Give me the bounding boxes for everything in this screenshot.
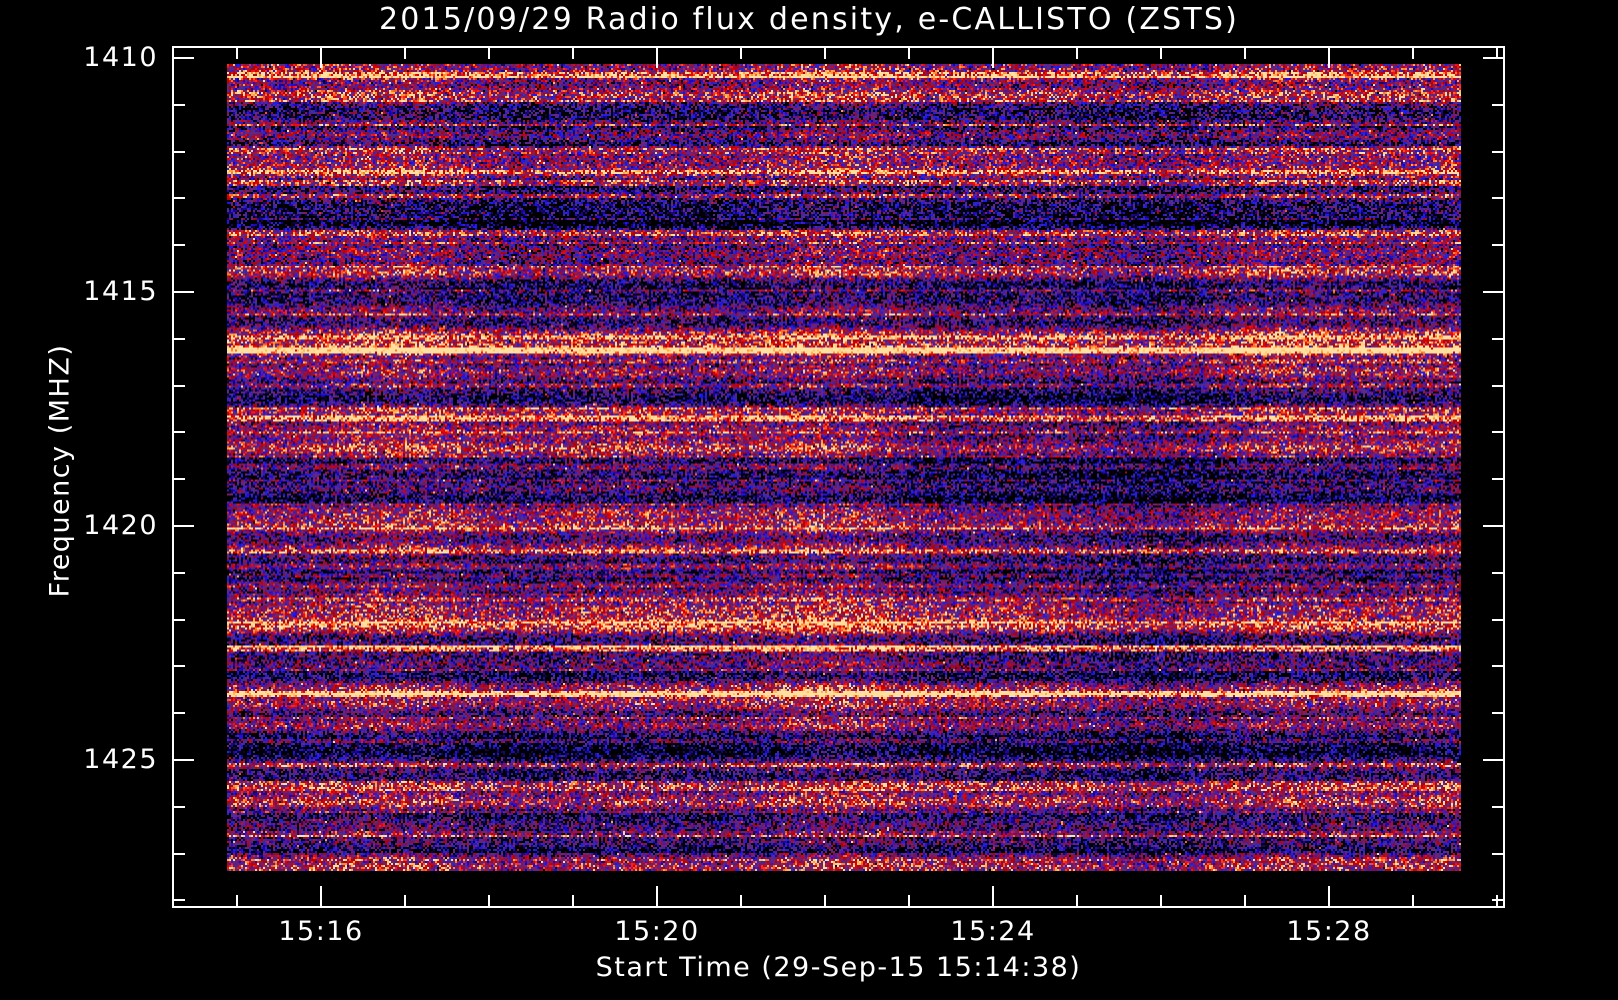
- spectrogram-image: [227, 64, 1461, 871]
- y-tick-minor-right: [1492, 337, 1505, 340]
- x-tick-minor: [1160, 895, 1162, 908]
- x-tick-minor: [488, 895, 490, 908]
- y-tick-major: [172, 57, 194, 59]
- y-tick-minor-right: [1492, 244, 1505, 247]
- y-tick-minor-right: [1492, 805, 1505, 808]
- x-tick-minor: [236, 895, 238, 908]
- y-tick-major-right: [1483, 57, 1505, 59]
- y-tick-minor-right: [1492, 571, 1505, 574]
- x-tick-minor-top: [1076, 46, 1078, 59]
- y-tick-minor: [172, 244, 185, 247]
- y-tick-minor-right: [1492, 197, 1505, 200]
- y-tick-major-right: [1483, 291, 1505, 293]
- y-tick-minor: [172, 665, 185, 668]
- y-tick-minor-right: [1492, 712, 1505, 715]
- y-tick-minor: [172, 899, 185, 902]
- y-tick-minor: [172, 618, 185, 621]
- y-tick-minor-right: [1492, 618, 1505, 621]
- x-tick-minor-top: [404, 46, 406, 59]
- x-axis-title: Start Time (29-Sep-15 15:14:38): [595, 952, 1082, 983]
- y-tick-minor: [172, 852, 185, 855]
- y-tick-minor-right: [1492, 431, 1505, 434]
- x-tick-minor: [824, 895, 826, 908]
- x-tick-minor-top: [236, 46, 238, 59]
- x-tick-minor-top: [1160, 46, 1162, 59]
- x-tick-minor-top: [1244, 46, 1246, 59]
- y-tick-minor: [172, 431, 185, 434]
- x-tick-minor-top: [488, 46, 490, 59]
- y-tick-minor: [172, 337, 185, 340]
- x-tick-minor: [740, 895, 742, 908]
- y-tick-label: 1415: [83, 276, 158, 307]
- y-tick-major: [172, 291, 194, 293]
- y-tick-minor: [172, 712, 185, 715]
- y-tick-minor: [172, 384, 185, 387]
- y-tick-minor-right: [1492, 150, 1505, 153]
- y-tick-minor-right: [1492, 665, 1505, 668]
- x-tick-minor: [908, 895, 910, 908]
- x-tick-major-top: [656, 46, 658, 68]
- plot-area: [172, 46, 1505, 908]
- x-tick-major: [992, 886, 994, 908]
- x-tick-minor-top: [1496, 46, 1498, 59]
- x-tick-major: [1328, 886, 1330, 908]
- page-title: 2015/09/29 Radio flux density, e-CALLIST…: [378, 2, 1240, 37]
- y-axis-title: Frequency (MHZ): [44, 343, 76, 598]
- x-tick-label: 15:24: [950, 916, 1036, 947]
- x-tick-minor: [1496, 895, 1498, 908]
- y-tick-minor: [172, 150, 185, 153]
- y-tick-minor: [172, 103, 185, 106]
- y-tick-minor: [172, 571, 185, 574]
- x-tick-label: 15:16: [278, 916, 364, 947]
- x-tick-major: [320, 886, 322, 908]
- y-tick-label: 1410: [83, 42, 158, 73]
- y-tick-label: 1425: [83, 744, 158, 775]
- x-tick-major: [656, 886, 658, 908]
- y-tick-minor-right: [1492, 478, 1505, 481]
- x-tick-minor-top: [908, 46, 910, 59]
- y-tick-minor: [172, 478, 185, 481]
- y-tick-major: [172, 759, 194, 761]
- x-tick-major-top: [320, 46, 322, 68]
- x-tick-minor: [404, 895, 406, 908]
- x-tick-label: 15:20: [614, 916, 700, 947]
- y-tick-minor-right: [1492, 103, 1505, 106]
- x-tick-major-top: [992, 46, 994, 68]
- y-tick-minor-right: [1492, 384, 1505, 387]
- y-tick-minor: [172, 197, 185, 200]
- y-tick-minor: [172, 805, 185, 808]
- x-tick-minor-top: [824, 46, 826, 59]
- y-tick-minor-right: [1492, 899, 1505, 902]
- x-tick-minor-top: [740, 46, 742, 59]
- x-tick-major-top: [1328, 46, 1330, 68]
- y-tick-major: [172, 525, 194, 527]
- x-tick-minor: [1412, 895, 1414, 908]
- y-tick-major-right: [1483, 759, 1505, 761]
- y-tick-label: 1420: [83, 510, 158, 541]
- x-tick-label: 15:28: [1286, 916, 1372, 947]
- x-tick-minor-top: [572, 46, 574, 59]
- x-tick-minor: [572, 895, 574, 908]
- x-tick-minor: [1244, 895, 1246, 908]
- y-tick-minor-right: [1492, 852, 1505, 855]
- x-tick-minor-top: [1412, 46, 1414, 59]
- y-tick-major-right: [1483, 525, 1505, 527]
- x-tick-minor: [1076, 895, 1078, 908]
